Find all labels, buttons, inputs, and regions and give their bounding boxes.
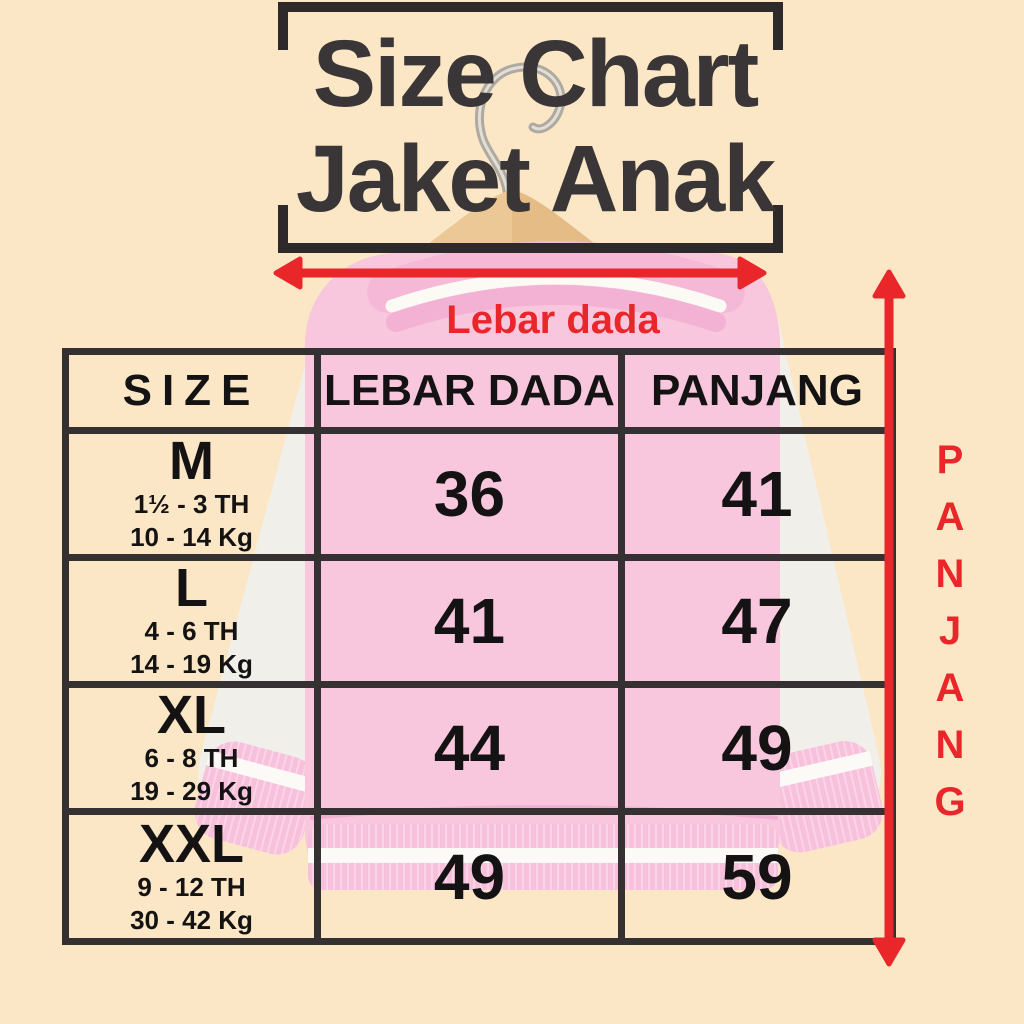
poster-title-line1: Size Chart	[312, 21, 760, 127]
length-arrow	[872, 269, 906, 967]
title-frame-corner	[278, 2, 288, 50]
size-cell-xl: XL 6 - 8 TH 19 - 29 Kg	[62, 681, 321, 815]
panjang-value: 41	[618, 427, 896, 561]
table-row-l: L 4 - 6 TH 14 - 19 Kg 41 47	[62, 554, 896, 688]
chest-width-label: Lebar dada	[446, 298, 660, 342]
table-row-xxl: XXL 9 - 12 TH 30 - 42 Kg 49 59	[62, 808, 896, 945]
title-frame-bottom-bar	[278, 243, 783, 253]
title-frame-corner	[278, 205, 288, 253]
lebar-dada-value: 36	[314, 427, 625, 561]
title-frame-corner	[773, 205, 783, 253]
table-row-xl: XL 6 - 8 TH 19 - 29 Kg 44 49	[62, 681, 896, 815]
age-range: 1½ - 3 TH	[133, 489, 250, 519]
column-header-lebar-dada: LEBAR DADA	[314, 348, 625, 434]
size-cell-xxl: XXL 9 - 12 TH 30 - 42 Kg	[62, 808, 321, 945]
size-label: XL	[156, 685, 226, 745]
jacket-collar	[367, 241, 745, 332]
panjang-value: 49	[618, 681, 896, 815]
size-label: M	[169, 431, 214, 491]
size-cell-l: L 4 - 6 TH 14 - 19 Kg	[62, 554, 321, 688]
size-chart-table: SIZE LEBAR DADA PANJANG M 1½ - 3 TH 10 -…	[62, 348, 896, 945]
size-label: L	[175, 558, 208, 618]
poster-title: Size Chart Jaket Anak	[130, 22, 940, 232]
table-row-m: M 1½ - 3 TH 10 - 14 Kg 36 41	[62, 427, 896, 561]
title-frame-corner	[773, 2, 783, 50]
column-header-size: SIZE	[62, 348, 321, 434]
title-frame	[278, 2, 783, 253]
column-header-panjang: PANJANG	[618, 348, 896, 434]
lebar-dada-value: 44	[314, 681, 625, 815]
length-label: P A N J A N G	[934, 438, 966, 824]
poster-title-line2: Jaket Anak	[295, 126, 776, 232]
size-label: XXL	[138, 813, 245, 874]
table-header-row: SIZE LEBAR DADA PANJANG	[62, 348, 896, 434]
chest-width-arrow	[273, 256, 767, 290]
panjang-value: 47	[618, 554, 896, 688]
size-cell-m: M 1½ - 3 TH 10 - 14 Kg	[62, 427, 321, 561]
lebar-dada-value: 41	[314, 554, 625, 688]
hanger-hook-icon	[474, 62, 566, 203]
age-range: 4 - 6 TH	[144, 616, 239, 646]
age-range: 9 - 12 TH	[137, 871, 246, 902]
lebar-dada-value: 49	[314, 808, 625, 945]
weight-range: 10 - 14 Kg	[130, 522, 253, 552]
panjang-value: 59	[618, 808, 896, 945]
weight-range: 19 - 29 Kg	[130, 776, 253, 806]
age-range: 6 - 8 TH	[144, 743, 239, 773]
title-frame-top-bar	[278, 2, 783, 12]
weight-range: 30 - 42 Kg	[130, 904, 253, 935]
weight-range: 14 - 19 Kg	[130, 649, 253, 679]
